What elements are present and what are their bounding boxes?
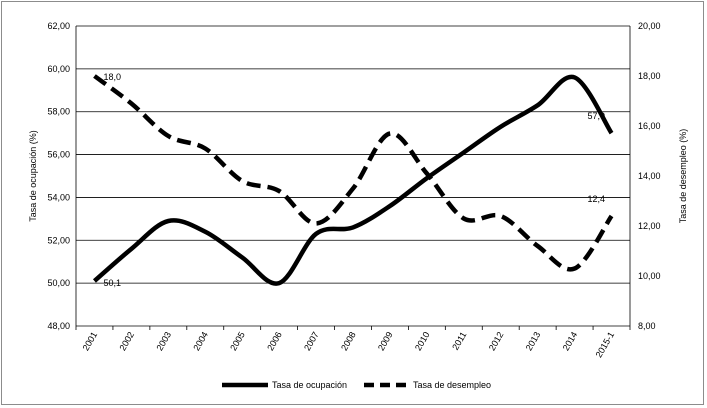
- series-line-desempleo: [93, 74, 614, 272]
- y-left-tick-label: 50,00: [47, 278, 70, 288]
- y-right-axis-title: Tasa de desempleo (%): [678, 129, 688, 224]
- series-line-ocupacion: [92, 74, 614, 286]
- y-right-tick-label: 8,00: [638, 321, 656, 331]
- y-right-tick-label: 20,00: [638, 21, 661, 31]
- y-right-tick-label: 14,00: [638, 171, 661, 181]
- x-tick-label: 2012: [487, 330, 506, 352]
- y-left-tick-label: 54,00: [47, 192, 70, 202]
- y-right-tick-label: 12,00: [638, 221, 661, 231]
- y-left-tick-label: 62,00: [47, 21, 70, 31]
- x-tick-label: 2005: [228, 330, 247, 352]
- x-tick-label: 2004: [191, 330, 210, 352]
- x-tick-label: 2009: [376, 330, 395, 352]
- x-tick-label: 2007: [302, 330, 321, 352]
- x-tick-label: 2002: [117, 330, 136, 352]
- y-left-tick-label: 56,00: [47, 150, 70, 160]
- data-label: 12,4: [588, 194, 606, 204]
- data-label: 18,0: [103, 72, 121, 82]
- x-tick-label: 2011: [450, 330, 468, 352]
- x-tick-label: 2014: [561, 330, 580, 352]
- x-tick-label: 2010: [413, 330, 432, 352]
- y-left-tick-label: 60,00: [47, 64, 70, 74]
- y-left-tick-label: 48,00: [47, 321, 70, 331]
- x-tick-label: 2003: [154, 330, 173, 352]
- data-label: 50,1: [103, 278, 121, 288]
- x-tick-label: 2006: [265, 330, 284, 352]
- y-right-tick-label: 10,00: [638, 271, 661, 281]
- legend-label-desempleo: Tasa de desempleo: [413, 380, 491, 390]
- x-tick-label: 2008: [339, 330, 358, 352]
- y-right-tick-label: 16,00: [638, 121, 661, 131]
- y-left-tick-label: 52,00: [47, 235, 70, 245]
- x-tick-label: 2001: [81, 330, 100, 352]
- y-left-tick-label: 58,00: [47, 107, 70, 117]
- y-left-axis-title: Tasa de ocupación (%): [28, 130, 38, 222]
- x-tick-label: 2013: [524, 330, 543, 352]
- y-right-tick-label: 18,00: [638, 71, 661, 81]
- data-label: 57,0: [588, 111, 606, 121]
- legend-label-ocupacion: Tasa de ocupación: [272, 380, 347, 390]
- x-tick-label: 2015-1: [594, 330, 617, 359]
